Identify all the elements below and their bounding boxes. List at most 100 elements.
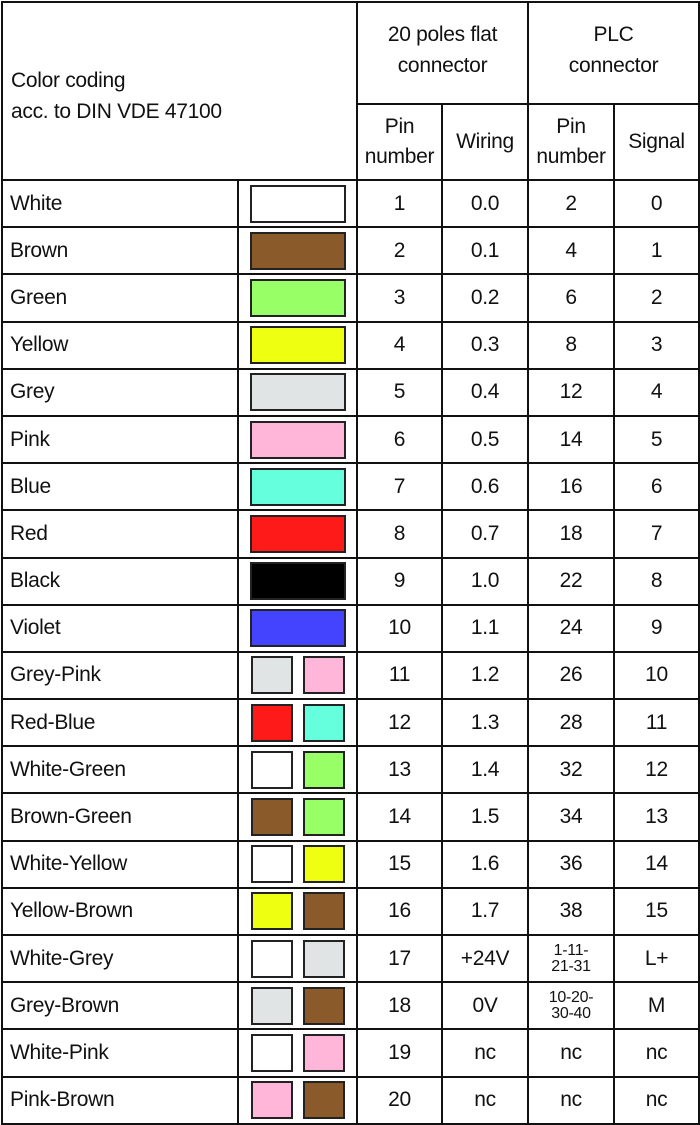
table-row: White 1 0.0 2 0: [1, 178, 700, 229]
color-name: Yellow: [1, 320, 239, 370]
header-text: Pin: [384, 115, 415, 138]
table-row: White-Green 13 1.4 32 12: [1, 745, 700, 795]
header-text: PLC: [593, 23, 634, 46]
table-row: Violet 10 1.1 24 9: [1, 603, 700, 653]
signal: 15: [613, 886, 700, 937]
color-swatch-white: [249, 184, 346, 223]
signal: L+: [613, 933, 700, 984]
color-name: Yellow-Brown: [1, 886, 239, 937]
table-row: Grey-Pink 11 1.2 26 10: [1, 650, 700, 701]
header-signal: Signal: [613, 103, 700, 181]
plc-pin-text: 26: [559, 663, 583, 687]
pin-number: 17: [356, 933, 443, 984]
signal: 5: [613, 414, 700, 465]
wiring: 0.6: [440, 462, 530, 512]
plc-pin-number: 18: [527, 509, 616, 559]
header-text: number: [364, 145, 435, 168]
signal: 13: [613, 792, 700, 842]
plc-pin-number: 1-11- 21-31: [527, 933, 616, 984]
color-name: Pink: [1, 414, 239, 465]
table-row: Pink 6 0.5 14 5: [1, 414, 700, 465]
signal: 12: [613, 745, 700, 795]
wiring: 0V: [440, 981, 530, 1031]
plc-pin-text: 34: [559, 805, 583, 829]
color-name: Black: [1, 556, 239, 606]
header-text: number: [536, 145, 606, 168]
color-swatch-cell: [237, 414, 358, 465]
pin-number: 1: [356, 178, 443, 229]
pin-number: 7: [356, 462, 443, 512]
wiring: 0.2: [440, 273, 530, 323]
color-swatch-cell: [237, 273, 358, 323]
plc-pin-text: 21-31: [551, 957, 591, 975]
signal: 1: [613, 226, 700, 276]
header-flat-pin-number: Pin number: [356, 103, 443, 181]
color-swatch-cell: [237, 178, 358, 229]
color-swatch-pink: [250, 1081, 293, 1120]
color-swatch-red: [250, 703, 293, 742]
plc-pin-text: 30-40: [551, 1004, 591, 1022]
plc-pin-text: 36: [559, 852, 583, 876]
color-swatch-cell: [237, 745, 358, 795]
wiring: 1.2: [440, 650, 530, 701]
color-swatch-cell: [237, 462, 358, 512]
color-swatch-white: [250, 939, 293, 978]
color-name: White-Yellow: [1, 839, 239, 889]
color-swatch-brown: [302, 1081, 345, 1120]
color-swatch-cell: [237, 839, 358, 889]
pin-number: 20: [356, 1075, 443, 1125]
color-name: Brown-Green: [1, 792, 239, 842]
color-name: Blue: [1, 462, 239, 512]
plc-pin-text: 32: [559, 757, 583, 781]
signal: 3: [613, 320, 700, 370]
signal: M: [613, 981, 700, 1031]
pin-number: 14: [356, 792, 443, 842]
color-swatch-cell: [237, 226, 358, 276]
color-swatch-cell: [237, 698, 358, 748]
color-swatch-cell: [237, 556, 358, 606]
plc-pin-text: 8: [565, 333, 577, 357]
color-name: Grey-Brown: [1, 981, 239, 1031]
signal: 0: [613, 178, 700, 229]
wiring: nc: [440, 1075, 530, 1125]
plc-pin-text: 4: [565, 238, 577, 262]
header-text: connector: [568, 54, 659, 77]
color-swatch-grey: [302, 939, 345, 978]
color-name: Brown: [1, 226, 239, 276]
color-swatch-blue: [249, 467, 346, 506]
color-swatch-cell: [237, 367, 358, 417]
pin-number: 9: [356, 556, 443, 606]
table-row: Blue 7 0.6 16 6: [1, 462, 700, 512]
signal: 7: [613, 509, 700, 559]
plc-pin-text: 22: [559, 569, 583, 593]
pin-number: 4: [356, 320, 443, 370]
color-swatch-green: [302, 750, 345, 789]
color-name: White-Grey: [1, 933, 239, 984]
pin-number: 13: [356, 745, 443, 795]
plc-pin-number: 24: [527, 603, 616, 653]
pin-number: 12: [356, 698, 443, 748]
color-name: White-Pink: [1, 1028, 239, 1078]
color-swatch-blue: [302, 703, 345, 742]
plc-pin-number: 26: [527, 650, 616, 701]
header-text: connector: [397, 54, 488, 77]
color-name: Pink-Brown: [1, 1075, 239, 1125]
color-swatch-violet: [249, 609, 346, 648]
plc-pin-text: 1-11-: [553, 941, 589, 959]
plc-pin-number: nc: [527, 1028, 616, 1078]
color-name: Red-Blue: [1, 698, 239, 748]
color-swatch-brown: [302, 892, 345, 931]
table-row: Brown 2 0.1 4 1: [1, 226, 700, 276]
header-flat-connector: 20 poles flat connector: [355, 1, 530, 105]
pin-number: 2: [356, 226, 443, 276]
color-swatch-cell: [237, 603, 358, 653]
pin-number: 10: [356, 603, 443, 653]
color-swatch-grey: [250, 656, 293, 695]
table-row: Red-Blue 12 1.3 28 11: [1, 698, 700, 748]
plc-pin-text: 18: [559, 521, 583, 545]
color-swatch-white: [250, 845, 293, 884]
color-name: Grey: [1, 367, 239, 417]
table-row: Yellow-Brown 16 1.7 38 15: [1, 886, 700, 937]
table-row: Pink-Brown 20 nc nc nc: [1, 1075, 700, 1125]
